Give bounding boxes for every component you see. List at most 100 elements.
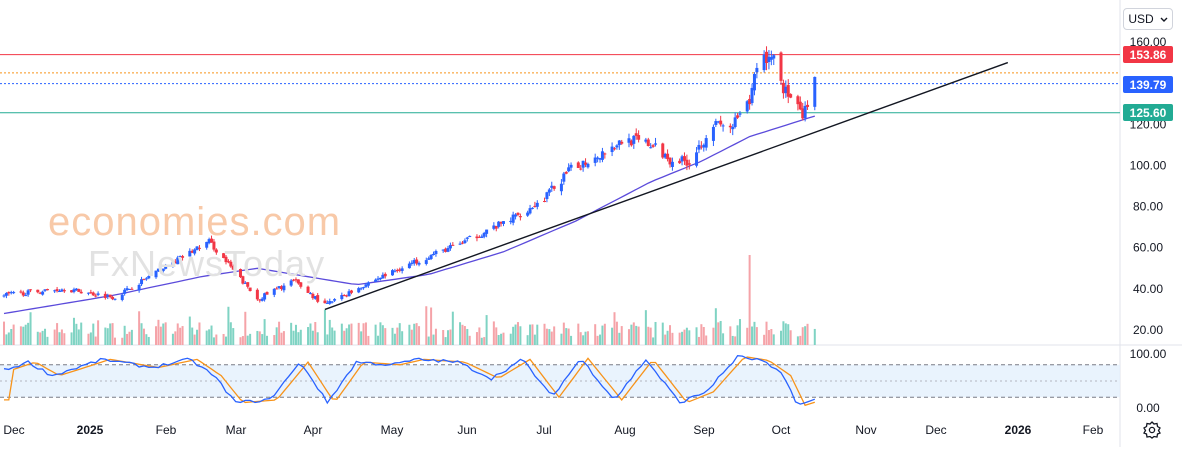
candle-body bbox=[222, 253, 226, 258]
candle-body bbox=[38, 292, 42, 294]
candle-body bbox=[395, 269, 399, 271]
volume-bar bbox=[599, 334, 602, 345]
volume-bar bbox=[512, 326, 515, 345]
volume-bar bbox=[292, 330, 295, 345]
volume-bar bbox=[157, 319, 160, 345]
volume-bar bbox=[545, 328, 548, 345]
volume-bar bbox=[39, 332, 42, 345]
volume-bar bbox=[381, 325, 384, 345]
volume-bar bbox=[36, 331, 39, 345]
volume-bar bbox=[46, 336, 49, 345]
volume-bar bbox=[434, 328, 437, 345]
candle-body bbox=[465, 237, 469, 239]
candle-body bbox=[509, 220, 513, 223]
candle-body bbox=[113, 298, 117, 300]
volume-bar bbox=[176, 323, 179, 345]
volume-bar bbox=[796, 336, 799, 345]
volume-bar bbox=[449, 329, 452, 345]
candle-body bbox=[342, 295, 346, 297]
candle-body bbox=[345, 295, 349, 297]
candle-body bbox=[632, 135, 636, 144]
candle-body bbox=[311, 293, 315, 299]
candle-body bbox=[562, 173, 566, 182]
candle-body bbox=[144, 278, 148, 280]
volume-bar bbox=[80, 322, 83, 345]
candle-body bbox=[463, 240, 467, 243]
candle-body bbox=[376, 278, 380, 280]
candle-body bbox=[784, 86, 788, 94]
candle-body bbox=[280, 286, 283, 290]
time-axis-label: Aug bbox=[614, 423, 635, 437]
volume-bar bbox=[562, 322, 565, 345]
volume-bar bbox=[331, 327, 334, 345]
volume-bar bbox=[239, 337, 242, 345]
candle-body bbox=[728, 125, 732, 128]
volume-bar bbox=[461, 324, 464, 345]
volume-bar bbox=[60, 329, 63, 345]
candle-body bbox=[96, 293, 100, 295]
volume-bar bbox=[649, 327, 652, 345]
volume-bar bbox=[111, 323, 114, 345]
candle-body bbox=[255, 289, 259, 300]
candle-body bbox=[137, 285, 141, 291]
volume-bar bbox=[644, 310, 647, 345]
volume-bar bbox=[326, 334, 329, 345]
candle-body bbox=[362, 287, 366, 289]
candle-body bbox=[516, 212, 520, 215]
candle-body bbox=[383, 273, 387, 277]
candle-body bbox=[178, 256, 182, 258]
currency-selector[interactable]: USD bbox=[1123, 8, 1173, 30]
volume-bar bbox=[121, 337, 124, 345]
time-axis-label: Dec bbox=[3, 423, 24, 437]
volume-bar bbox=[475, 332, 478, 345]
volume-bar bbox=[736, 325, 739, 345]
volume-bar bbox=[198, 322, 201, 345]
volume-bar bbox=[94, 336, 97, 345]
volume-bar bbox=[430, 307, 433, 345]
price-tag-resistance: 153.86 bbox=[1123, 46, 1173, 63]
volume-bar bbox=[348, 324, 351, 345]
time-axis-label: May bbox=[381, 423, 404, 437]
volume-bar bbox=[106, 328, 109, 345]
volume-bar bbox=[384, 328, 387, 345]
candle-body bbox=[207, 239, 211, 244]
time-axis-label: Dec bbox=[925, 423, 946, 437]
candle-body bbox=[480, 236, 484, 238]
volume-bar bbox=[314, 322, 317, 345]
volume-bar bbox=[205, 330, 208, 345]
volume-bar bbox=[596, 335, 599, 345]
volume-bar bbox=[142, 328, 145, 345]
candle-body bbox=[755, 67, 759, 73]
volume-bar bbox=[594, 324, 597, 345]
candle-body bbox=[393, 270, 397, 272]
volume-bar bbox=[620, 326, 623, 345]
gear-icon[interactable] bbox=[1142, 420, 1162, 440]
candle-body bbox=[263, 293, 267, 300]
candle-body bbox=[789, 94, 793, 98]
candle-body bbox=[634, 133, 638, 136]
volume-bar bbox=[282, 331, 285, 345]
candle-body bbox=[29, 289, 33, 291]
volume-bar bbox=[753, 321, 756, 345]
volume-bar bbox=[483, 337, 486, 345]
candle-body bbox=[246, 282, 250, 287]
candle-body bbox=[552, 186, 556, 189]
candle-body bbox=[26, 290, 30, 295]
volume-bar bbox=[362, 323, 365, 345]
volume-bar bbox=[478, 327, 481, 345]
candle-body bbox=[195, 246, 199, 250]
volume-bar bbox=[263, 319, 266, 345]
candle-body bbox=[260, 298, 264, 301]
volume-bar bbox=[3, 321, 5, 345]
candle-body bbox=[190, 250, 194, 253]
volume-bar bbox=[145, 334, 148, 345]
candle-body bbox=[248, 287, 252, 291]
volume-bar bbox=[140, 323, 143, 345]
candle-body bbox=[299, 282, 303, 287]
volume-bar bbox=[782, 321, 785, 345]
volume-bar bbox=[697, 336, 700, 345]
candle-body bbox=[74, 288, 78, 291]
candle-body bbox=[627, 138, 631, 143]
